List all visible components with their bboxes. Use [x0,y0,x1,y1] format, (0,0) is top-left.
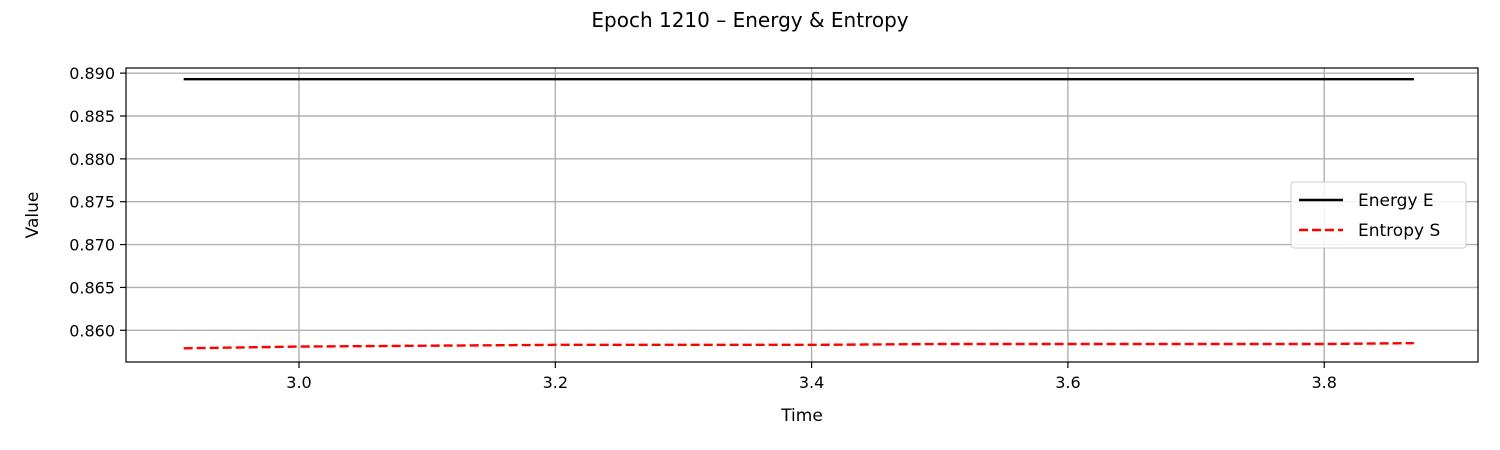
y-tick-label: 0.870 [69,236,115,255]
x-tick-label: 3.0 [286,373,311,392]
x-tick-label: 3.6 [1055,373,1080,392]
y-tick-label: 0.890 [69,64,115,83]
plot-frame [125,67,1479,363]
y-tick-label: 0.885 [69,107,115,126]
grid [126,68,1478,362]
y-axis-ticks: 0.860 0.865 0.870 0.875 0.880 0.885 0.890 [69,64,126,340]
y-tick-label: 0.860 [69,321,115,340]
legend-label-entropy: Entropy S [1358,221,1440,241]
chart-title: Epoch 1210 – Energy & Entropy [591,8,908,32]
legend-box [1290,181,1467,249]
series-layer [183,77,1414,350]
y-tick-label: 0.865 [69,278,115,297]
x-tick-label: 3.4 [799,373,824,392]
y-tick-label: 0.880 [69,150,115,169]
x-axis-label: Time [780,406,823,426]
legend-label-energy: Energy E [1358,191,1434,211]
y-tick-label: 0.875 [69,193,115,212]
series-line-entropy-s [183,341,1414,350]
x-tick-label: 3.2 [543,373,568,392]
x-axis-ticks: 3.0 3.2 3.4 3.6 3.8 [286,362,1337,392]
x-tick-label: 3.8 [1311,373,1336,392]
y-axis-label: Value [23,192,43,239]
legend: Energy E Entropy S [1290,181,1467,249]
